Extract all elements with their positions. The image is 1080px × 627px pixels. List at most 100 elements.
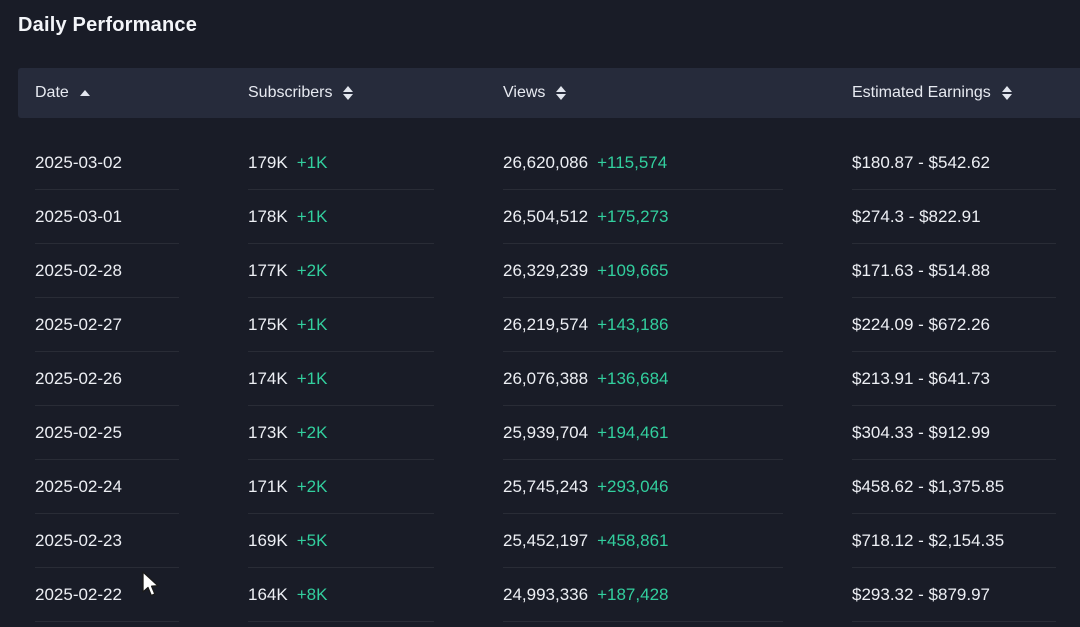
earnings-cell: $213.91 - $641.73 <box>835 352 1080 406</box>
earnings-value: $224.09 - $672.26 <box>852 315 991 334</box>
date-value: 2025-02-26 <box>35 369 122 388</box>
earnings-value: $304.33 - $912.99 <box>852 423 991 442</box>
date-value: 2025-02-25 <box>35 423 122 442</box>
sort-ascending-icon[interactable] <box>79 90 90 96</box>
subscribers-cell: 171K +2K <box>231 460 486 514</box>
subscribers-delta: +8K <box>296 585 328 604</box>
date-value: 2025-02-22 <box>35 585 122 604</box>
views-value: 26,504,512 <box>503 207 589 226</box>
views-cell: 26,620,086 +115,574 <box>486 136 835 190</box>
views-value: 26,329,239 <box>503 261 589 280</box>
page-title: Daily Performance <box>18 14 198 36</box>
table-body: 2025-03-02 179K +1K 26,620,086 +115,574 … <box>18 118 1080 622</box>
views-value: 24,993,336 <box>503 585 589 604</box>
subscribers-cell: 175K +1K <box>231 298 486 352</box>
earnings-value: $274.3 - $822.91 <box>852 207 981 226</box>
subscribers-value: 179K <box>248 153 288 172</box>
views-value: 25,939,704 <box>503 423 589 442</box>
table-row: 2025-03-02 179K +1K 26,620,086 +115,574 … <box>18 136 1080 190</box>
table-header-row: Date Subscribers Views Estimated Earning… <box>18 68 1080 118</box>
subscribers-delta: +1K <box>296 207 328 226</box>
subscribers-value: 174K <box>248 369 288 388</box>
views-cell: 26,504,512 +175,273 <box>486 190 835 244</box>
views-delta: +293,046 <box>597 477 669 496</box>
subscribers-cell: 178K +1K <box>231 190 486 244</box>
date-value: 2025-02-28 <box>35 261 122 280</box>
subscribers-delta: +2K <box>296 261 328 280</box>
views-cell: 25,452,197 +458,861 <box>486 514 835 568</box>
column-header-earnings[interactable]: Estimated Earnings <box>835 84 1080 102</box>
views-delta: +187,428 <box>597 585 669 604</box>
earnings-cell: $458.62 - $1,375.85 <box>835 460 1080 514</box>
sort-icon[interactable] <box>1001 86 1012 100</box>
views-value: 26,219,574 <box>503 315 589 334</box>
subscribers-cell: 164K +8K <box>231 568 486 622</box>
daily-performance-table: Date Subscribers Views Estimated Earning… <box>18 68 1080 622</box>
column-header-label: Date <box>35 84 69 101</box>
earnings-cell: $293.32 - $879.97 <box>835 568 1080 622</box>
column-header-subscribers[interactable]: Subscribers <box>231 84 486 102</box>
subscribers-cell: 177K +2K <box>231 244 486 298</box>
views-value: 26,076,388 <box>503 369 589 388</box>
views-value: 25,452,197 <box>503 531 589 550</box>
views-value: 25,745,243 <box>503 477 589 496</box>
date-cell: 2025-02-25 <box>18 406 231 460</box>
subscribers-cell: 169K +5K <box>231 514 486 568</box>
views-delta: +115,574 <box>597 153 668 172</box>
subscribers-value: 171K <box>248 477 288 496</box>
subscribers-value: 173K <box>248 423 288 442</box>
earnings-cell: $274.3 - $822.91 <box>835 190 1080 244</box>
date-value: 2025-02-24 <box>35 477 122 496</box>
subscribers-value: 164K <box>248 585 288 604</box>
date-cell: 2025-02-22 <box>18 568 231 622</box>
views-delta: +136,684 <box>597 369 669 388</box>
date-cell: 2025-02-23 <box>18 514 231 568</box>
views-delta: +194,461 <box>597 423 669 442</box>
views-cell: 24,993,336 +187,428 <box>486 568 835 622</box>
views-cell: 26,219,574 +143,186 <box>486 298 835 352</box>
earnings-cell: $718.12 - $2,154.35 <box>835 514 1080 568</box>
views-cell: 26,076,388 +136,684 <box>486 352 835 406</box>
subscribers-delta: +2K <box>296 423 328 442</box>
earnings-value: $718.12 - $2,154.35 <box>852 531 1005 550</box>
subscribers-delta: +5K <box>296 531 328 550</box>
views-cell: 25,939,704 +194,461 <box>486 406 835 460</box>
table-row: 2025-02-28 177K +2K 26,329,239 +109,665 … <box>18 244 1080 298</box>
date-cell: 2025-03-02 <box>18 136 231 190</box>
earnings-cell: $180.87 - $542.62 <box>835 136 1080 190</box>
sort-icon[interactable] <box>343 86 354 100</box>
earnings-value: $171.63 - $514.88 <box>852 261 991 280</box>
column-header-date[interactable]: Date <box>18 84 231 102</box>
subscribers-cell: 179K +1K <box>231 136 486 190</box>
views-delta: +109,665 <box>597 261 669 280</box>
table-row: 2025-02-26 174K +1K 26,076,388 +136,684 … <box>18 352 1080 406</box>
date-value: 2025-02-27 <box>35 315 122 334</box>
table-row: 2025-02-25 173K +2K 25,939,704 +194,461 … <box>18 406 1080 460</box>
date-cell: 2025-02-26 <box>18 352 231 406</box>
subscribers-delta: +1K <box>296 315 328 334</box>
sort-icon[interactable] <box>556 86 567 100</box>
column-header-label: Views <box>503 84 546 101</box>
views-cell: 25,745,243 +293,046 <box>486 460 835 514</box>
date-value: 2025-03-01 <box>35 207 122 226</box>
subscribers-delta: +1K <box>296 369 328 388</box>
earnings-value: $213.91 - $641.73 <box>852 369 991 388</box>
subscribers-cell: 173K +2K <box>231 406 486 460</box>
subscribers-delta: +2K <box>296 477 328 496</box>
views-delta: +175,273 <box>597 207 669 226</box>
table-row: 2025-03-01 178K +1K 26,504,512 +175,273 … <box>18 190 1080 244</box>
table-row: 2025-02-23 169K +5K 25,452,197 +458,861 … <box>18 514 1080 568</box>
table-row: 2025-02-27 175K +1K 26,219,574 +143,186 … <box>18 298 1080 352</box>
subscribers-cell: 174K +1K <box>231 352 486 406</box>
views-value: 26,620,086 <box>503 153 589 172</box>
views-delta: +458,861 <box>597 531 669 550</box>
column-header-views[interactable]: Views <box>486 84 835 102</box>
views-delta: +143,186 <box>597 315 669 334</box>
date-cell: 2025-02-27 <box>18 298 231 352</box>
date-value: 2025-03-02 <box>35 153 122 172</box>
earnings-value: $458.62 - $1,375.85 <box>852 477 1005 496</box>
date-cell: 2025-02-28 <box>18 244 231 298</box>
earnings-value: $180.87 - $542.62 <box>852 153 991 172</box>
table-row: 2025-02-24 171K +2K 25,745,243 +293,046 … <box>18 460 1080 514</box>
